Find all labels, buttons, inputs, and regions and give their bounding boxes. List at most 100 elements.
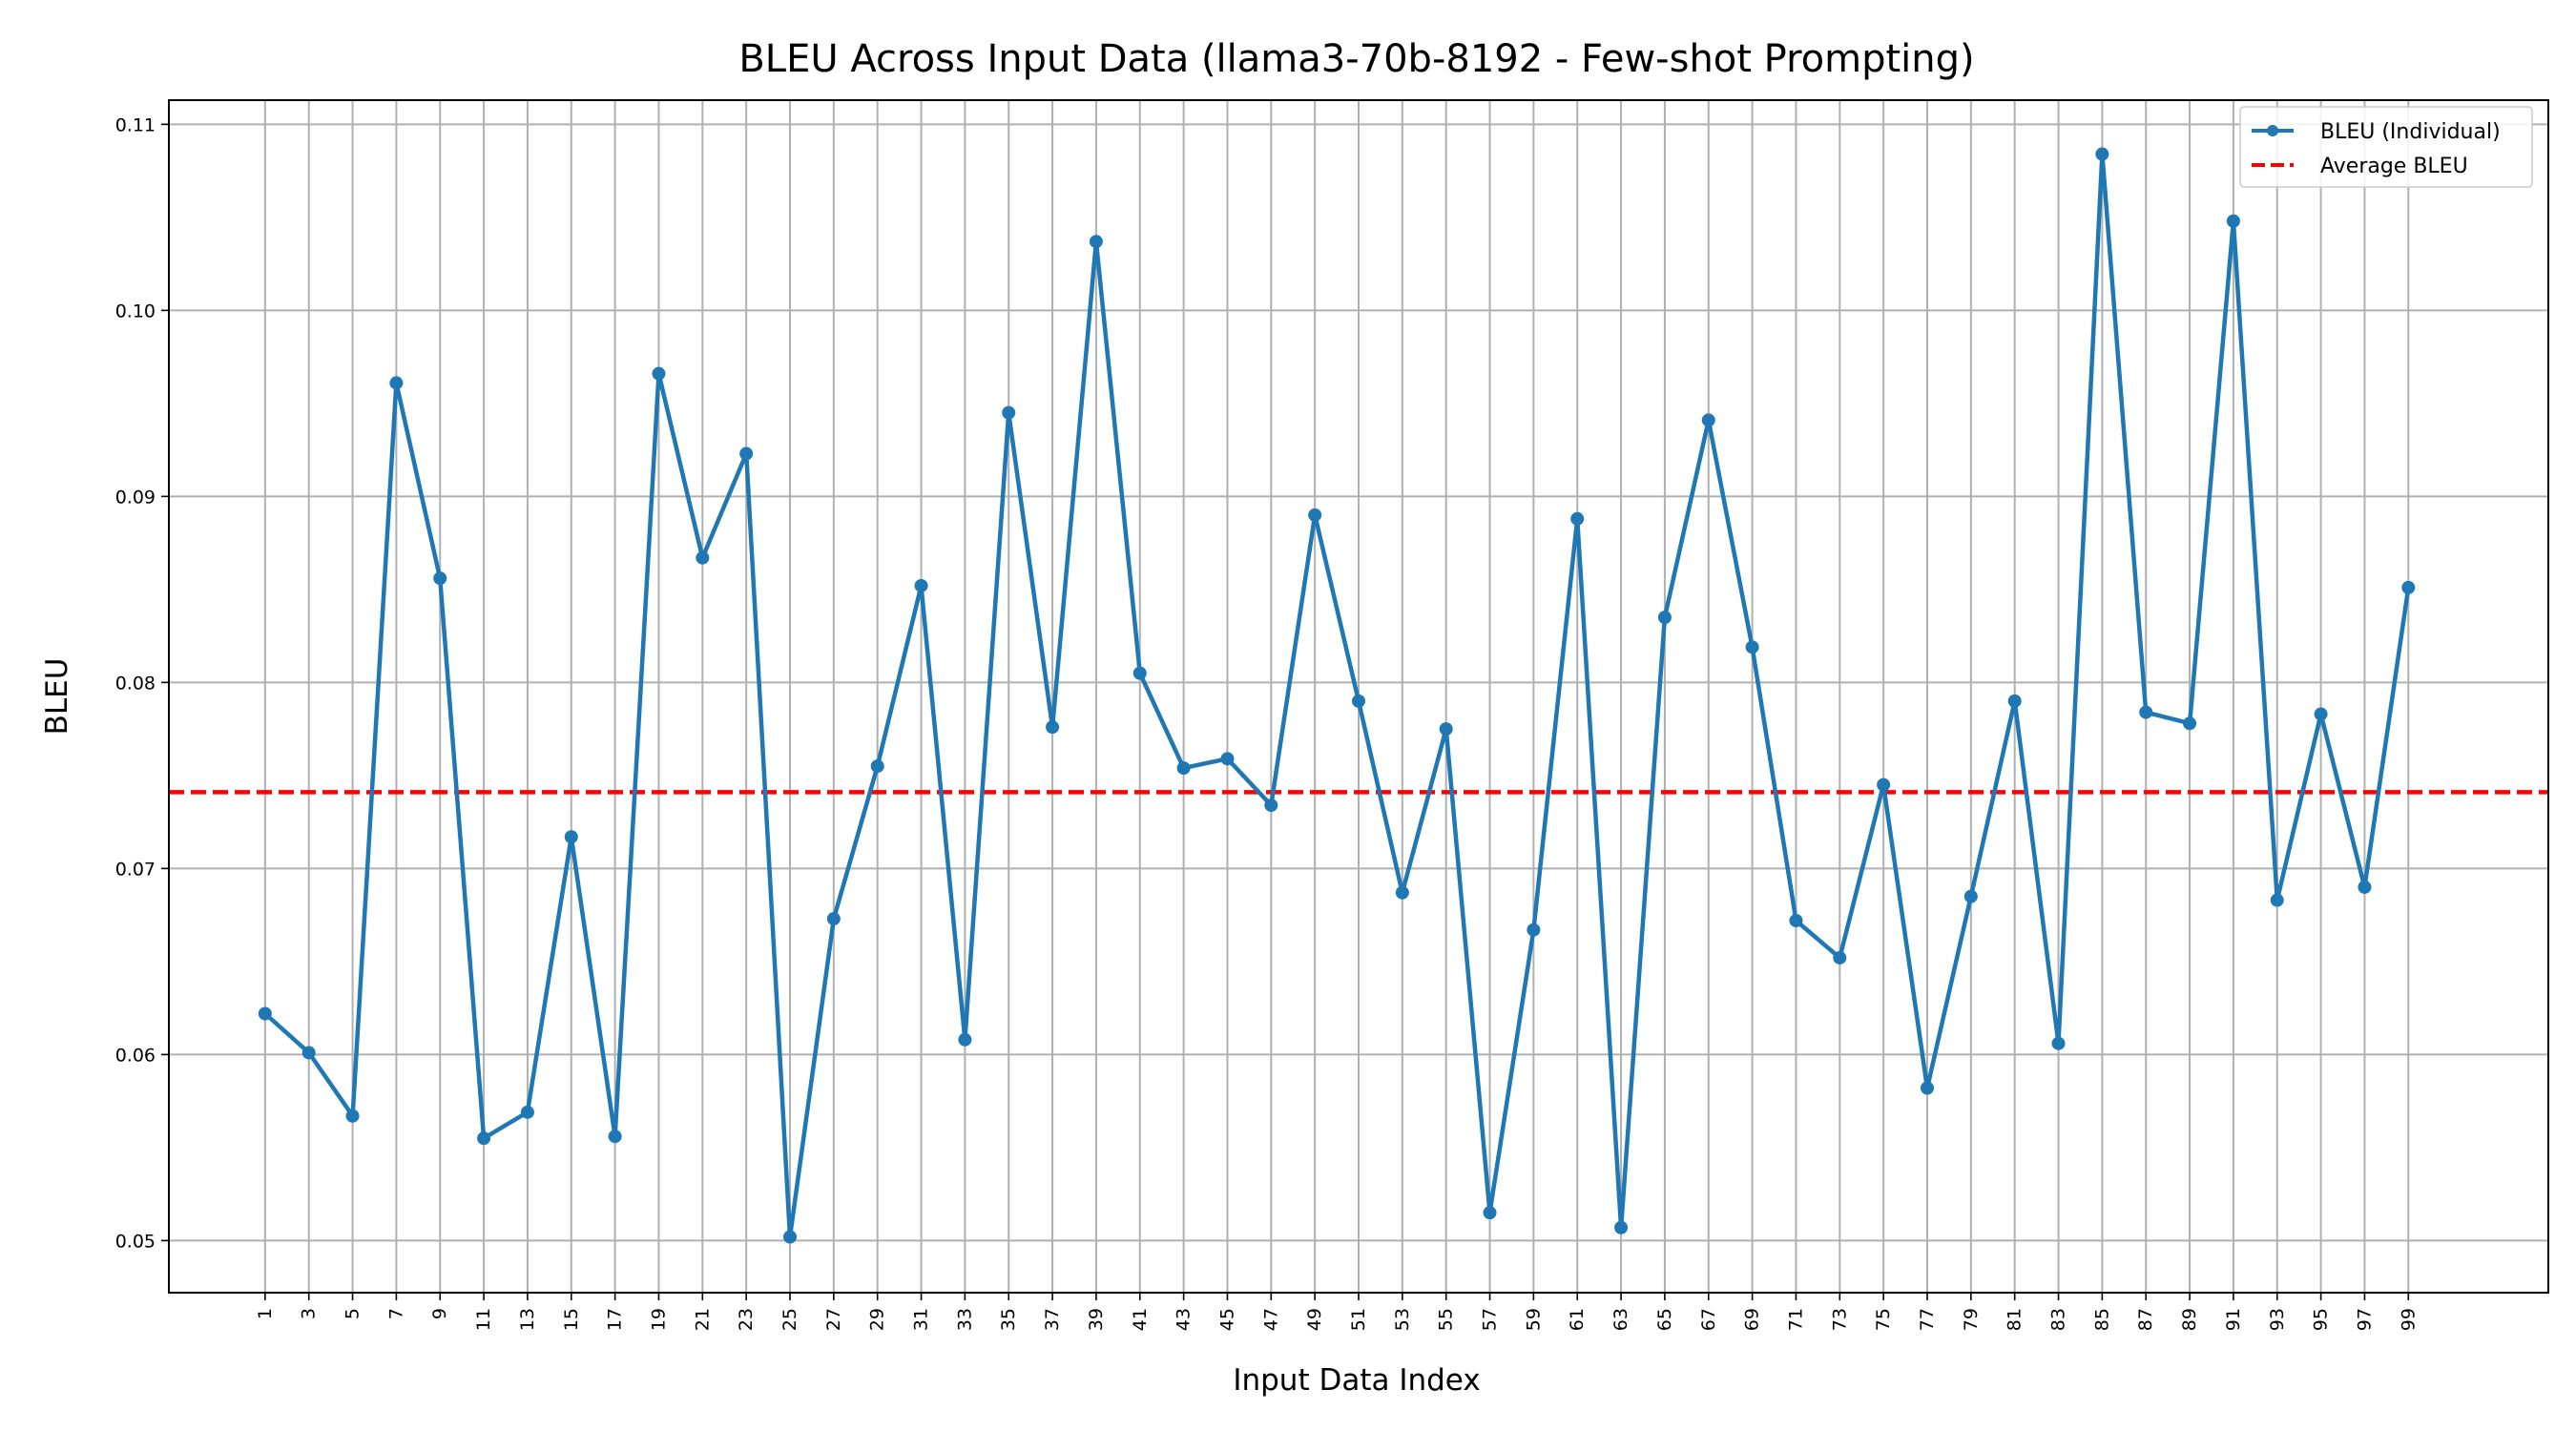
data-point xyxy=(1877,778,1891,792)
x-tick-label: 7 xyxy=(385,1308,406,1319)
data-point xyxy=(564,830,578,844)
x-tick-label: 37 xyxy=(1042,1308,1063,1331)
x-tick-label: 97 xyxy=(2354,1308,2375,1331)
x-tick-label: 99 xyxy=(2398,1308,2419,1331)
data-point xyxy=(1089,235,1103,249)
x-tick-label: 73 xyxy=(1829,1308,1850,1331)
data-point xyxy=(783,1230,798,1244)
x-tick-label: 77 xyxy=(1917,1308,1938,1331)
x-tick-label: 79 xyxy=(1961,1308,1982,1331)
data-point xyxy=(1132,666,1147,680)
legend-label-average-bleu: Average BLEU xyxy=(2320,155,2468,178)
data-point xyxy=(2007,694,2022,708)
data-point xyxy=(520,1105,534,1119)
x-tick-label: 69 xyxy=(1742,1308,1763,1331)
series-layer xyxy=(258,147,2416,1244)
x-tick-label: 59 xyxy=(1523,1308,1544,1331)
data-point xyxy=(2314,707,2328,721)
x-tick-label: 41 xyxy=(1130,1308,1151,1331)
data-point xyxy=(258,1006,272,1021)
x-tick-label: 83 xyxy=(2048,1308,2069,1331)
x-tick-label: 23 xyxy=(736,1308,757,1331)
x-axis-title: Input Data Index xyxy=(1233,1363,1480,1398)
y-tick-label: 0.11 xyxy=(115,114,156,135)
x-tick-label: 35 xyxy=(998,1308,1019,1331)
x-tick-label: 21 xyxy=(692,1308,713,1331)
x-tick-label: 45 xyxy=(1216,1308,1237,1331)
bleu-individual-line xyxy=(263,152,2411,1239)
data-point xyxy=(1570,511,1585,526)
data-point xyxy=(870,759,884,774)
data-point xyxy=(2401,580,2416,594)
y-tick-label: 0.05 xyxy=(115,1231,156,1252)
x-tick-label: 85 xyxy=(2091,1308,2112,1331)
x-tick-label: 55 xyxy=(1436,1308,1457,1331)
x-tick-label: 3 xyxy=(299,1308,320,1319)
x-tick-label: 51 xyxy=(1348,1308,1369,1331)
data-point xyxy=(2358,880,2372,894)
x-tick-label: 5 xyxy=(343,1308,364,1319)
x-tick-label: 29 xyxy=(867,1308,888,1331)
x-tick-label: 57 xyxy=(1480,1308,1501,1331)
x-tick-label: 33 xyxy=(954,1308,975,1331)
data-point xyxy=(389,376,404,390)
x-tick-label: 95 xyxy=(2311,1308,2332,1331)
data-point xyxy=(477,1131,491,1146)
data-point xyxy=(345,1109,360,1123)
y-axis-ticks: 0.05 0.06 0.07 0.08 0.09 0.10 0.11 xyxy=(115,114,169,1252)
data-point xyxy=(1176,761,1191,776)
data-point xyxy=(1963,889,1978,903)
x-tick-label: 31 xyxy=(911,1308,932,1331)
data-point xyxy=(2226,214,2240,228)
y-tick-label: 0.10 xyxy=(115,301,156,321)
data-point xyxy=(301,1046,316,1060)
data-point xyxy=(1264,798,1278,813)
data-point xyxy=(2139,705,2153,719)
data-point xyxy=(608,1130,622,1144)
data-point xyxy=(2270,893,2284,907)
data-point xyxy=(1527,923,1541,937)
x-tick-label: 43 xyxy=(1174,1308,1195,1331)
x-tick-label: 65 xyxy=(1654,1308,1675,1331)
legend: BLEU (Individual) Average BLEU xyxy=(2239,106,2533,188)
y-axis-title: BLEU xyxy=(40,658,74,736)
x-tick-label: 71 xyxy=(1785,1308,1806,1331)
data-point xyxy=(1833,950,1847,964)
data-point xyxy=(1614,1220,1629,1234)
data-point xyxy=(1701,413,1715,427)
x-tick-label: 63 xyxy=(1610,1308,1631,1331)
x-tick-label: 91 xyxy=(2223,1308,2244,1331)
x-tick-label: 11 xyxy=(473,1308,494,1331)
data-point xyxy=(2051,1036,2066,1050)
data-point xyxy=(2183,716,2197,731)
data-point xyxy=(826,912,841,926)
y-tick-label: 0.07 xyxy=(115,859,156,880)
data-point xyxy=(1483,1206,1497,1220)
x-tick-label: 47 xyxy=(1260,1308,1281,1331)
data-point xyxy=(696,550,710,565)
data-point xyxy=(1002,405,1016,420)
x-axis-ticks: 1 3 5 7 9 11 13 15 17 19 21 23 25 27 29 31 33 35 37 39 41 43 4… xyxy=(255,1293,2419,1331)
data-point xyxy=(652,366,666,381)
x-tick-label: 9 xyxy=(429,1308,450,1319)
data-point xyxy=(1352,694,1365,708)
data-point xyxy=(1920,1081,1934,1095)
x-tick-label: 87 xyxy=(2135,1308,2156,1331)
data-point xyxy=(739,446,754,461)
data-point xyxy=(1789,913,1803,927)
data-point xyxy=(1308,508,1322,522)
x-tick-label: 1 xyxy=(255,1308,276,1319)
chart-title: BLEU Across Input Data (llama3-70b-8192 … xyxy=(738,37,1974,81)
legend-marker-bleu-individual xyxy=(2267,125,2278,136)
data-point xyxy=(1220,752,1235,766)
data-point xyxy=(1395,885,1409,900)
x-tick-label: 89 xyxy=(2179,1308,2200,1331)
x-tick-label: 17 xyxy=(605,1308,626,1331)
legend-label-bleu-individual: BLEU (Individual) xyxy=(2320,120,2501,144)
data-point xyxy=(1745,640,1759,654)
data-point xyxy=(1657,611,1672,625)
data-point xyxy=(958,1032,972,1047)
x-tick-label: 39 xyxy=(1086,1308,1107,1331)
x-tick-label: 67 xyxy=(1698,1308,1719,1331)
